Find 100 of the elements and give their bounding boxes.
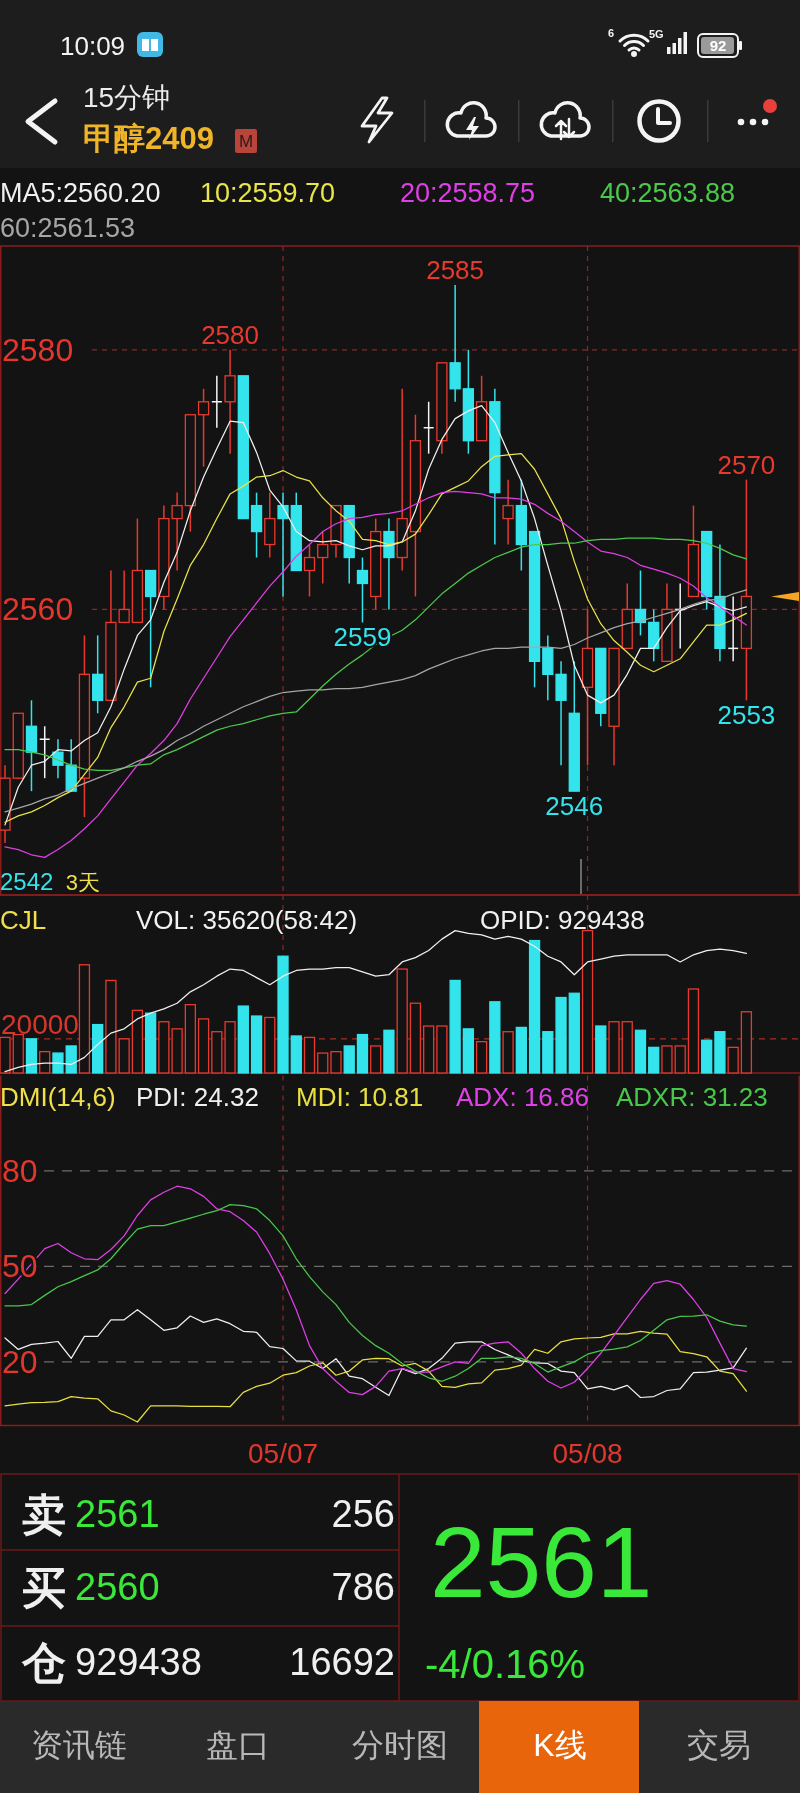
annotation: 2580	[201, 319, 259, 350]
bar	[515, 1026, 527, 1074]
series-label: OPID: 929438	[480, 905, 645, 935]
bar	[581, 929, 594, 1074]
bar	[264, 1016, 276, 1074]
line-series	[4, 1204, 748, 1382]
text: 5G	[649, 28, 664, 40]
text: -4/0.16%	[425, 1642, 586, 1686]
bar	[409, 1002, 422, 1074]
bar	[303, 1036, 316, 1074]
text: 92	[709, 37, 727, 54]
bar	[343, 1045, 355, 1074]
bar	[118, 1038, 130, 1074]
y-tick-label: 20	[2, 1343, 38, 1380]
candlestick	[277, 491, 289, 598]
text: MDI: 10.81	[296, 1082, 424, 1112]
text: 6	[608, 27, 615, 39]
text: ADX: 16.86	[456, 1082, 589, 1112]
text: MA5:2560.20	[0, 178, 161, 208]
bar	[423, 1025, 435, 1074]
text: ADXR: 31.23	[616, 1082, 768, 1112]
bar	[78, 964, 91, 1074]
y-tick-label: 2580	[2, 331, 74, 368]
candlestick	[118, 569, 130, 624]
text: 甲醇2409	[83, 120, 214, 156]
bar	[250, 1015, 263, 1074]
y-tick-label: 2560	[2, 591, 74, 628]
text: 2560	[75, 1566, 160, 1608]
bar	[687, 988, 700, 1074]
text: 买	[22, 1562, 66, 1612]
bar	[475, 1041, 488, 1074]
bar	[211, 1031, 223, 1074]
annotation: 2546	[545, 791, 604, 822]
bar	[131, 1009, 144, 1074]
bar	[528, 939, 541, 1074]
text: 卖	[22, 1489, 66, 1539]
bar	[648, 1046, 660, 1074]
candlestick	[356, 556, 369, 624]
bar	[701, 1039, 713, 1074]
chart-subtitle: VOL: 35620(58:42)	[136, 905, 358, 935]
candlestick	[38, 725, 51, 779]
text: PDI: 24.32	[136, 1082, 259, 1112]
bar	[555, 996, 567, 1074]
bar	[449, 979, 461, 1074]
bar	[197, 1018, 210, 1074]
annotation: 2570	[717, 449, 776, 480]
bar	[396, 968, 408, 1074]
bar	[105, 979, 117, 1074]
candlestick	[317, 530, 329, 585]
bar	[356, 1033, 369, 1074]
bar	[330, 1050, 342, 1074]
text: 786	[331, 1566, 395, 1608]
text: 20:2558.75	[400, 178, 536, 208]
text: 分时图	[352, 1727, 448, 1763]
candlestick	[211, 375, 223, 429]
text: 40:2563.88	[600, 178, 736, 208]
line-series	[4, 1330, 748, 1423]
bar	[237, 1005, 249, 1074]
bar	[12, 1033, 24, 1074]
text: 929438	[75, 1641, 202, 1683]
bar	[502, 1031, 514, 1074]
annotation: 2559	[333, 622, 392, 653]
bar	[65, 1045, 77, 1074]
text: 2561	[430, 1506, 653, 1618]
annotation: 2542	[0, 868, 54, 895]
bar	[542, 1031, 554, 1074]
x-tick-label: 05/07	[247, 1437, 319, 1469]
text: 盘口	[206, 1727, 270, 1763]
text: K线	[533, 1727, 587, 1763]
bar	[92, 1023, 104, 1074]
candlestick	[303, 543, 316, 598]
line-series	[4, 1185, 748, 1396]
text: 15分钟	[83, 81, 171, 113]
chart-title: CJL	[0, 905, 47, 935]
x-tick-label: 05/08	[552, 1437, 623, 1469]
bar	[727, 1046, 739, 1074]
bar	[674, 1045, 686, 1074]
bar	[52, 1052, 64, 1074]
bar	[184, 1004, 196, 1074]
bar	[39, 1050, 51, 1074]
line-series	[4, 1309, 748, 1399]
annotation: 3天	[65, 870, 101, 895]
bar	[595, 1025, 607, 1074]
text: 10:09	[60, 31, 126, 61]
annotation: 2585	[426, 254, 485, 285]
bar	[290, 1035, 302, 1074]
bar	[568, 992, 580, 1074]
annotation: 2553	[717, 700, 776, 731]
bar	[634, 1029, 647, 1074]
bar	[144, 1012, 157, 1074]
bar	[608, 1021, 620, 1074]
text: 2561	[75, 1493, 160, 1535]
text: 仓	[21, 1637, 66, 1687]
bar	[740, 1011, 753, 1074]
text: 10:2559.70	[200, 178, 336, 208]
bar	[661, 1045, 673, 1074]
bar	[383, 1029, 395, 1074]
candlestick	[197, 388, 210, 468]
text: 交易	[687, 1727, 751, 1763]
text: 60:2561.53	[0, 213, 136, 243]
